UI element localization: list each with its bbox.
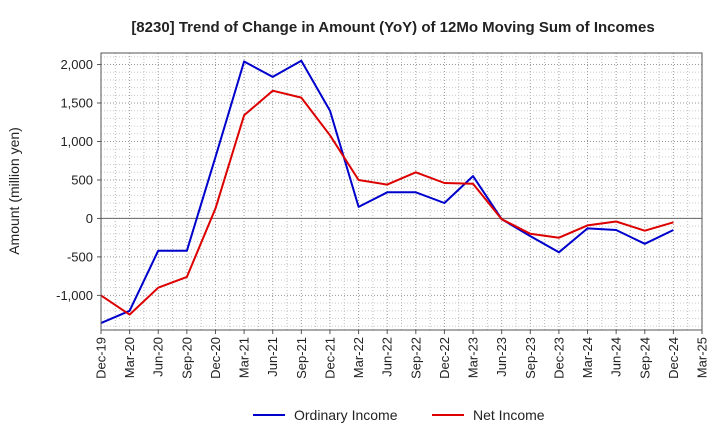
- y-tick-label: 0: [86, 211, 93, 226]
- y-tick-labels: 2,000 1,500 1,000 500 0 -500 -1,000: [56, 57, 101, 303]
- y-axis-label: Amount (million yen): [6, 127, 22, 255]
- x-tick-label: Jun-22: [380, 337, 395, 377]
- x-tick-label: Sep-22: [408, 337, 423, 379]
- series-layer: [100, 59, 674, 325]
- x-tick-label: Mar-24: [580, 337, 595, 378]
- legend-label: Net Income: [473, 407, 545, 423]
- x-tick-labels: Dec-19 Mar-20 Jun-20 Sep-20 Dec-20 Mar-21 Jun-…: [94, 330, 710, 379]
- x-tick-label: Mar-23: [466, 337, 481, 378]
- x-tick-label: Mar-20: [122, 337, 137, 378]
- x-tick-label: Mar-21: [237, 337, 252, 378]
- x-tick-label: Dec-21: [322, 337, 337, 379]
- y-tick-label: -500: [67, 249, 93, 264]
- y-tick-label: -1,000: [56, 288, 93, 303]
- series-line-net-income: [100, 89, 674, 316]
- y-tick-label: 500: [71, 172, 93, 187]
- x-tick-label: Sep-20: [179, 337, 194, 379]
- x-tick-label: Mar-22: [351, 337, 366, 378]
- y-tick-label: 2,000: [60, 57, 93, 72]
- chart-title: [8230] Trend of Change in Amount (YoY) o…: [131, 19, 654, 36]
- x-tick-label: Jun-24: [609, 337, 624, 377]
- x-tick-label: Sep-24: [637, 337, 652, 379]
- x-tick-label: Dec-24: [666, 337, 681, 379]
- x-tick-label: Dec-20: [208, 337, 223, 379]
- x-tick-label: Sep-23: [523, 337, 538, 379]
- series-line-ordinary-income: [100, 59, 674, 325]
- x-tick-label: Jun-23: [494, 337, 509, 377]
- x-tick-label: Sep-21: [294, 337, 309, 379]
- x-tick-label: Dec-19: [94, 337, 109, 379]
- x-tick-label: Mar-25: [695, 337, 710, 378]
- legend: Ordinary Income Net Income: [253, 407, 545, 423]
- plot-area-frame: [100, 52, 703, 331]
- x-tick-label: Jun-20: [151, 337, 166, 377]
- x-tick-label: Dec-22: [437, 337, 452, 379]
- grid: [101, 53, 702, 330]
- y-tick-label: 1,500: [60, 96, 93, 111]
- x-tick-label: Dec-23: [551, 337, 566, 379]
- x-tick-label: Jun-21: [265, 337, 280, 377]
- legend-label: Ordinary Income: [294, 407, 398, 423]
- y-tick-label: 1,000: [60, 134, 93, 149]
